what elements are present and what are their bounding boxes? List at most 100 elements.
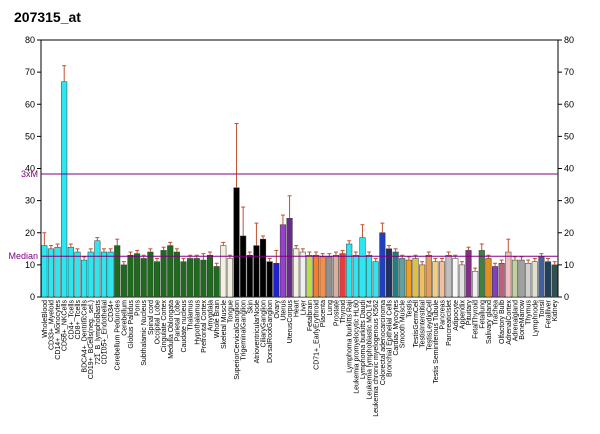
bar bbox=[372, 261, 379, 298]
bar bbox=[240, 235, 247, 298]
x-tick-label: CD8+_Tcells bbox=[75, 300, 82, 340]
y2-tick-label: 30 bbox=[564, 196, 574, 206]
bar bbox=[220, 245, 227, 298]
x-tick-label: SuperiorCervicalGanglion bbox=[234, 300, 241, 380]
y-tick-label: 70 bbox=[25, 67, 35, 77]
x-tick-label: Thyroid bbox=[340, 300, 347, 323]
x-tick-label: FetalThyroid bbox=[473, 300, 480, 339]
x-tick-label: Lymphnode bbox=[532, 300, 539, 336]
bar bbox=[54, 246, 61, 298]
bar bbox=[538, 256, 545, 298]
x-tick-label: Leukemia promyelocytic HL60 bbox=[353, 300, 360, 394]
y-tick-label: 80 bbox=[25, 35, 35, 45]
y2-tick-label: 60 bbox=[564, 99, 574, 109]
x-tick-label: 721_B_lymphoblasts bbox=[95, 300, 102, 365]
x-tick-label: Salivary gland bbox=[486, 300, 493, 344]
bar bbox=[260, 238, 267, 298]
x-tick-label: Ovary bbox=[274, 300, 281, 319]
y2-tick-label: 0 bbox=[564, 292, 569, 302]
x-tick-label: WholeBlood bbox=[42, 300, 49, 338]
x-tick-label: Cardiac Myocytes bbox=[393, 300, 400, 356]
bar bbox=[299, 251, 306, 298]
reference-label: Median bbox=[8, 251, 38, 261]
x-tick-label: Prostate bbox=[333, 300, 340, 326]
x-tick-label: CD33+_Myeloid bbox=[48, 300, 55, 350]
bar bbox=[399, 258, 406, 298]
x-tick-label: Skeletal Muscle bbox=[221, 300, 228, 349]
y-tick-label: 0 bbox=[30, 292, 35, 302]
x-tick-label: Pancreas bbox=[440, 300, 447, 330]
x-tick-label: Liver bbox=[300, 299, 307, 315]
reference-label: 3xM bbox=[21, 169, 38, 179]
x-tick-label: Adrenalgland bbox=[512, 300, 519, 341]
y-tick-label: 60 bbox=[25, 99, 35, 109]
bar bbox=[81, 259, 88, 298]
x-tick-label: CD14+_Monocytes bbox=[55, 300, 62, 360]
bar bbox=[319, 256, 326, 298]
bar bbox=[432, 261, 439, 298]
bar bbox=[213, 266, 220, 298]
x-tick-label: CD4+_Tcells bbox=[68, 300, 75, 340]
bar bbox=[465, 250, 472, 298]
bar bbox=[114, 245, 121, 298]
x-tick-label: TestisInterstitial bbox=[420, 300, 427, 348]
x-tick-label: Fetallung bbox=[479, 300, 486, 329]
x-tick-label: Testis bbox=[406, 300, 413, 318]
x-tick-label: Uterus bbox=[280, 300, 287, 321]
bar bbox=[531, 261, 538, 298]
x-tick-label: Lymphoma burkitts Raji bbox=[347, 300, 354, 373]
x-tick-label: Pons bbox=[135, 300, 142, 316]
bar bbox=[412, 258, 419, 298]
x-tick-label: Olfactory Bulb bbox=[499, 300, 506, 344]
x-tick-label: CD19+_BCells(neg._sel.) bbox=[88, 300, 95, 379]
bar bbox=[94, 240, 101, 298]
bar bbox=[200, 259, 207, 298]
bar bbox=[140, 258, 147, 298]
bar bbox=[452, 258, 459, 298]
x-tick-label: TestisGermCell bbox=[413, 300, 420, 348]
bar bbox=[153, 261, 161, 298]
x-tick-label: Lung bbox=[327, 300, 334, 316]
x-tick-label: Cerebellum Peduncles bbox=[115, 300, 122, 371]
y-tick-label: 20 bbox=[25, 228, 35, 238]
x-tick-label: Kidney bbox=[552, 300, 559, 322]
x-tick-label: CD56+_NKCells bbox=[62, 300, 69, 352]
bar bbox=[107, 251, 114, 298]
y2-tick-label: 10 bbox=[564, 260, 574, 270]
x-tick-label: AtrioventricularNode bbox=[254, 300, 261, 364]
bar bbox=[478, 250, 485, 298]
bar bbox=[545, 261, 552, 298]
y2-tick-label: 70 bbox=[564, 67, 574, 77]
bar bbox=[472, 271, 479, 298]
bar bbox=[339, 253, 346, 298]
bar bbox=[41, 245, 48, 298]
x-tick-label: Leukemia lymphoblastic MOLT4 bbox=[367, 300, 374, 400]
x-tick-label: CiliaryGanglion bbox=[261, 300, 268, 348]
x-tick-label: Thalamus bbox=[188, 300, 195, 331]
bar bbox=[266, 261, 273, 298]
x-tick-label: Trachea bbox=[493, 300, 500, 326]
bar bbox=[74, 251, 81, 298]
x-tick-label: BDCA4+_DentriticCells bbox=[82, 300, 89, 373]
x-tick-label: Skin bbox=[247, 300, 254, 314]
x-tick-label: TrigeminalGanglion bbox=[241, 300, 248, 361]
bar bbox=[346, 243, 353, 298]
bar bbox=[326, 256, 333, 298]
x-tick-label: Bronchial Epithelial Cells bbox=[386, 300, 393, 378]
x-tick-label: Hypothalamus bbox=[194, 300, 201, 345]
x-tick-label: Spinal cord bbox=[148, 300, 155, 335]
bar bbox=[273, 263, 280, 298]
bar bbox=[419, 264, 426, 298]
x-tick-label: Leukemia chronic myelogenous K562 bbox=[373, 300, 380, 417]
bar bbox=[306, 254, 313, 298]
bar bbox=[120, 264, 127, 298]
bar bbox=[359, 237, 366, 298]
x-tick-label: Adipocyte bbox=[453, 300, 460, 331]
x-tick-label: Tonsil bbox=[539, 300, 546, 318]
bar bbox=[392, 251, 399, 298]
x-tick-label: Cingulate Cortex bbox=[161, 300, 168, 353]
x-tick-label: Colorectal adenocarcinoma bbox=[380, 300, 387, 385]
x-tick-label: BoneMarrow bbox=[519, 299, 526, 340]
bar bbox=[160, 250, 167, 298]
